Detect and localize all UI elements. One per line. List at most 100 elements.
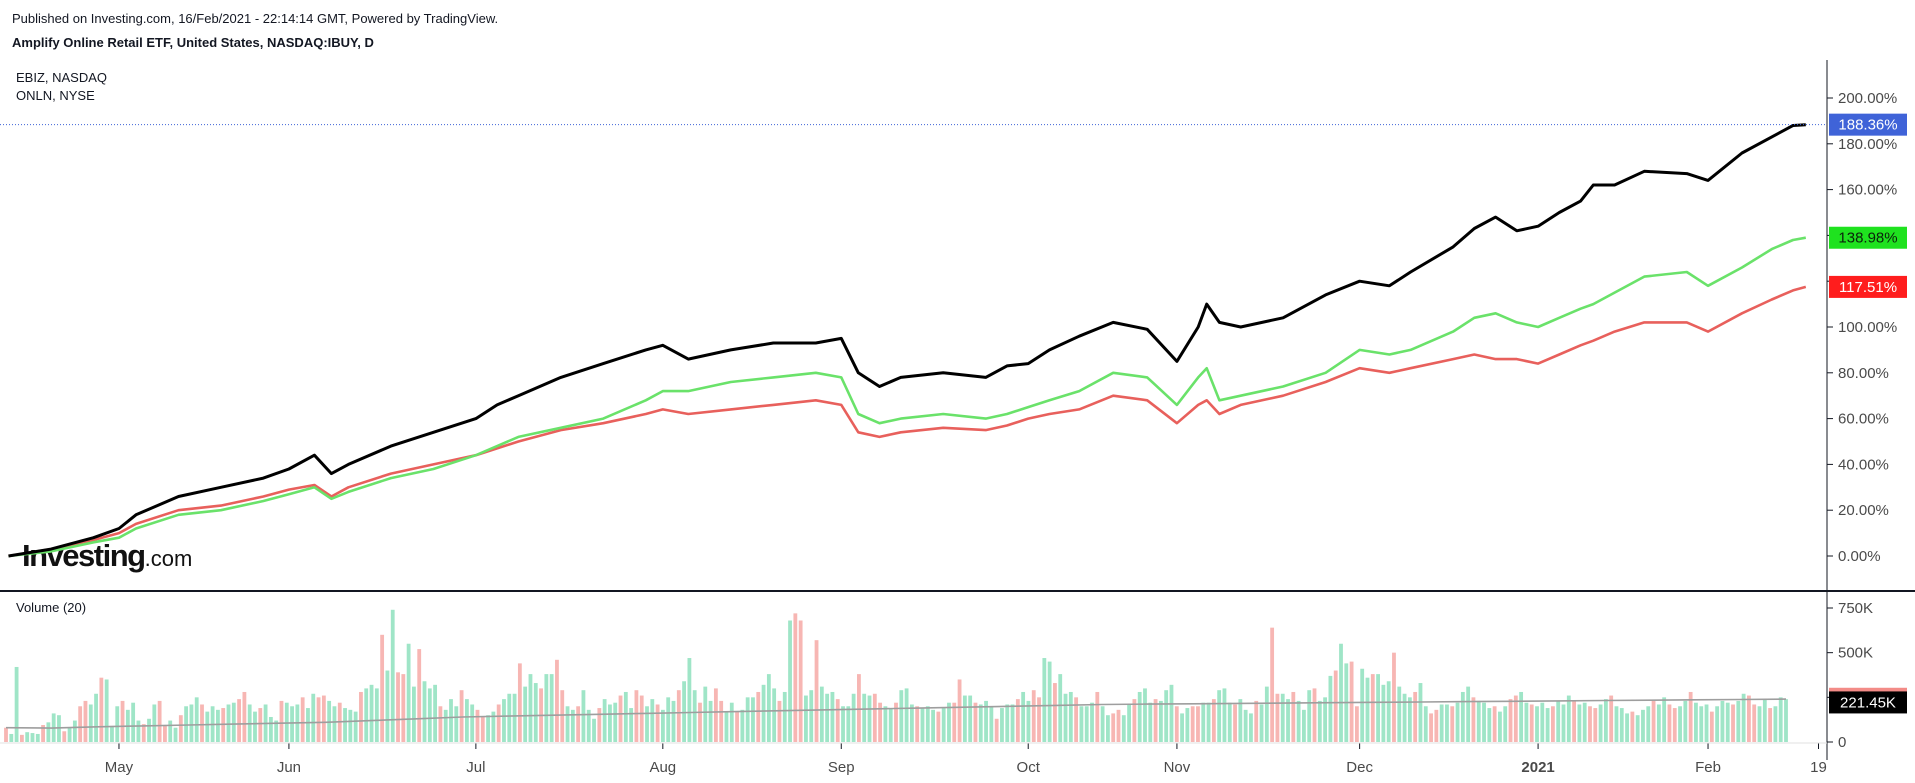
volume-bar: [1667, 704, 1672, 742]
volume-bar: [687, 658, 692, 742]
volume-bar: [952, 702, 957, 742]
volume-bar: [1286, 699, 1290, 742]
time-tick-label: Jul: [466, 759, 485, 776]
volume-bar: [1275, 693, 1280, 742]
volume-bar: [390, 609, 395, 742]
volume-bar: [1784, 699, 1788, 742]
volume-bar: [899, 690, 904, 742]
volume-bar: [719, 700, 724, 742]
volume-bar: [242, 691, 247, 742]
volume-bar: [994, 718, 999, 742]
volume-bar: [1519, 691, 1524, 742]
volume-bar: [1752, 704, 1757, 742]
volume-bar: [1672, 708, 1677, 742]
volume-bar: [1280, 693, 1285, 742]
volume-bar: [1307, 690, 1312, 742]
volume-tick-label: 0: [1838, 734, 1846, 751]
volume-bar: [729, 702, 734, 742]
volume-ma: [5, 698, 1787, 729]
volume-bar: [1625, 713, 1629, 742]
volume-bar: [30, 733, 35, 742]
volume-bar: [332, 706, 337, 742]
volume-bar: [857, 674, 861, 742]
volume-bar: [1545, 708, 1550, 742]
volume-bar: [258, 708, 263, 742]
volume-bar: [724, 711, 729, 742]
volume-bar: [978, 704, 983, 742]
volume-bar: [321, 695, 326, 742]
volume-bar: [1407, 697, 1412, 742]
badge-ebiz-box: [1829, 226, 1907, 249]
volume-bar: [115, 706, 120, 742]
badge-volume-ma-label: 221.45K: [1840, 694, 1896, 711]
volume-bar: [147, 718, 151, 742]
volume-ma-line: [5, 698, 1787, 729]
volume-bar: [1201, 702, 1206, 742]
volume-bar: [1116, 709, 1121, 742]
volume-bar: [634, 690, 639, 742]
volume-bar: [406, 643, 411, 742]
published-note: Published on Investing.com, 16/Feb/2021 …: [12, 11, 499, 26]
volume-bar: [1317, 700, 1322, 742]
volume-bar: [359, 691, 363, 742]
volume-bar: [178, 715, 183, 742]
volume-bar: [1074, 697, 1079, 742]
volume-bar: [1000, 708, 1004, 742]
volume-bar: [1439, 704, 1444, 742]
volume-bar: [1503, 706, 1508, 742]
time-tick-label: Feb: [1695, 759, 1721, 776]
volume-bar: [67, 727, 72, 742]
volume-bar: [1206, 702, 1211, 742]
volume-bar: [1164, 690, 1169, 742]
volume-bar: [639, 695, 644, 742]
legend-item-ebiz[interactable]: EBIZ, NASDAQ: [16, 70, 108, 85]
volume-bar: [1460, 691, 1465, 742]
volume-bar: [1778, 697, 1783, 742]
volume-bar: [703, 686, 708, 742]
volume-bar: [480, 716, 485, 742]
volume-bar: [189, 704, 194, 742]
volume-bar: [1482, 702, 1486, 742]
volume-bar: [968, 695, 973, 742]
volume-bar: [99, 677, 104, 742]
legend-item-onln[interactable]: ONLN, NYSE: [16, 88, 95, 103]
volume-bar: [819, 686, 824, 742]
volume-legend: Volume (20): [16, 600, 87, 615]
volume-bar: [1471, 697, 1476, 742]
volume-bar: [1180, 713, 1184, 742]
volume-bar: [1063, 693, 1068, 742]
volume-bar: [1550, 706, 1555, 742]
time-tick-label: Nov: [1164, 759, 1191, 776]
volume-bar: [1757, 706, 1762, 742]
volume-bar: [1694, 702, 1698, 742]
volume-bar: [1010, 704, 1015, 742]
volume-bar: [798, 620, 803, 742]
badge-onln-label: 117.51%: [1839, 279, 1897, 296]
volume-bar: [1598, 704, 1603, 742]
volume-bar: [1243, 709, 1248, 742]
volume-bar: [380, 634, 385, 742]
volume-bar: [814, 640, 819, 742]
volume-bar: [830, 691, 835, 742]
volume-bar: [682, 681, 687, 742]
volume-bar: [708, 700, 713, 742]
volume-bar: [1450, 706, 1455, 742]
volume-bar: [1715, 706, 1720, 742]
volume-bar: [1747, 695, 1751, 742]
volume-bar: [343, 708, 347, 742]
volume-bar: [576, 706, 581, 742]
volume-bar: [1413, 691, 1418, 742]
volume-bar: [756, 691, 761, 742]
volume-bar: [1513, 695, 1518, 742]
badge-volume-ma-box: [1829, 691, 1907, 714]
price-tick-label: 0.00%: [1838, 548, 1881, 565]
volume-bar: [1773, 706, 1778, 742]
volume-bar: [1148, 702, 1153, 742]
volume-bar: [660, 709, 665, 742]
volume-bar: [608, 704, 612, 742]
volume-bar: [417, 649, 422, 742]
volume-bar: [740, 709, 745, 742]
volume-bar: [1264, 686, 1269, 742]
volume-bar: [1169, 684, 1174, 742]
